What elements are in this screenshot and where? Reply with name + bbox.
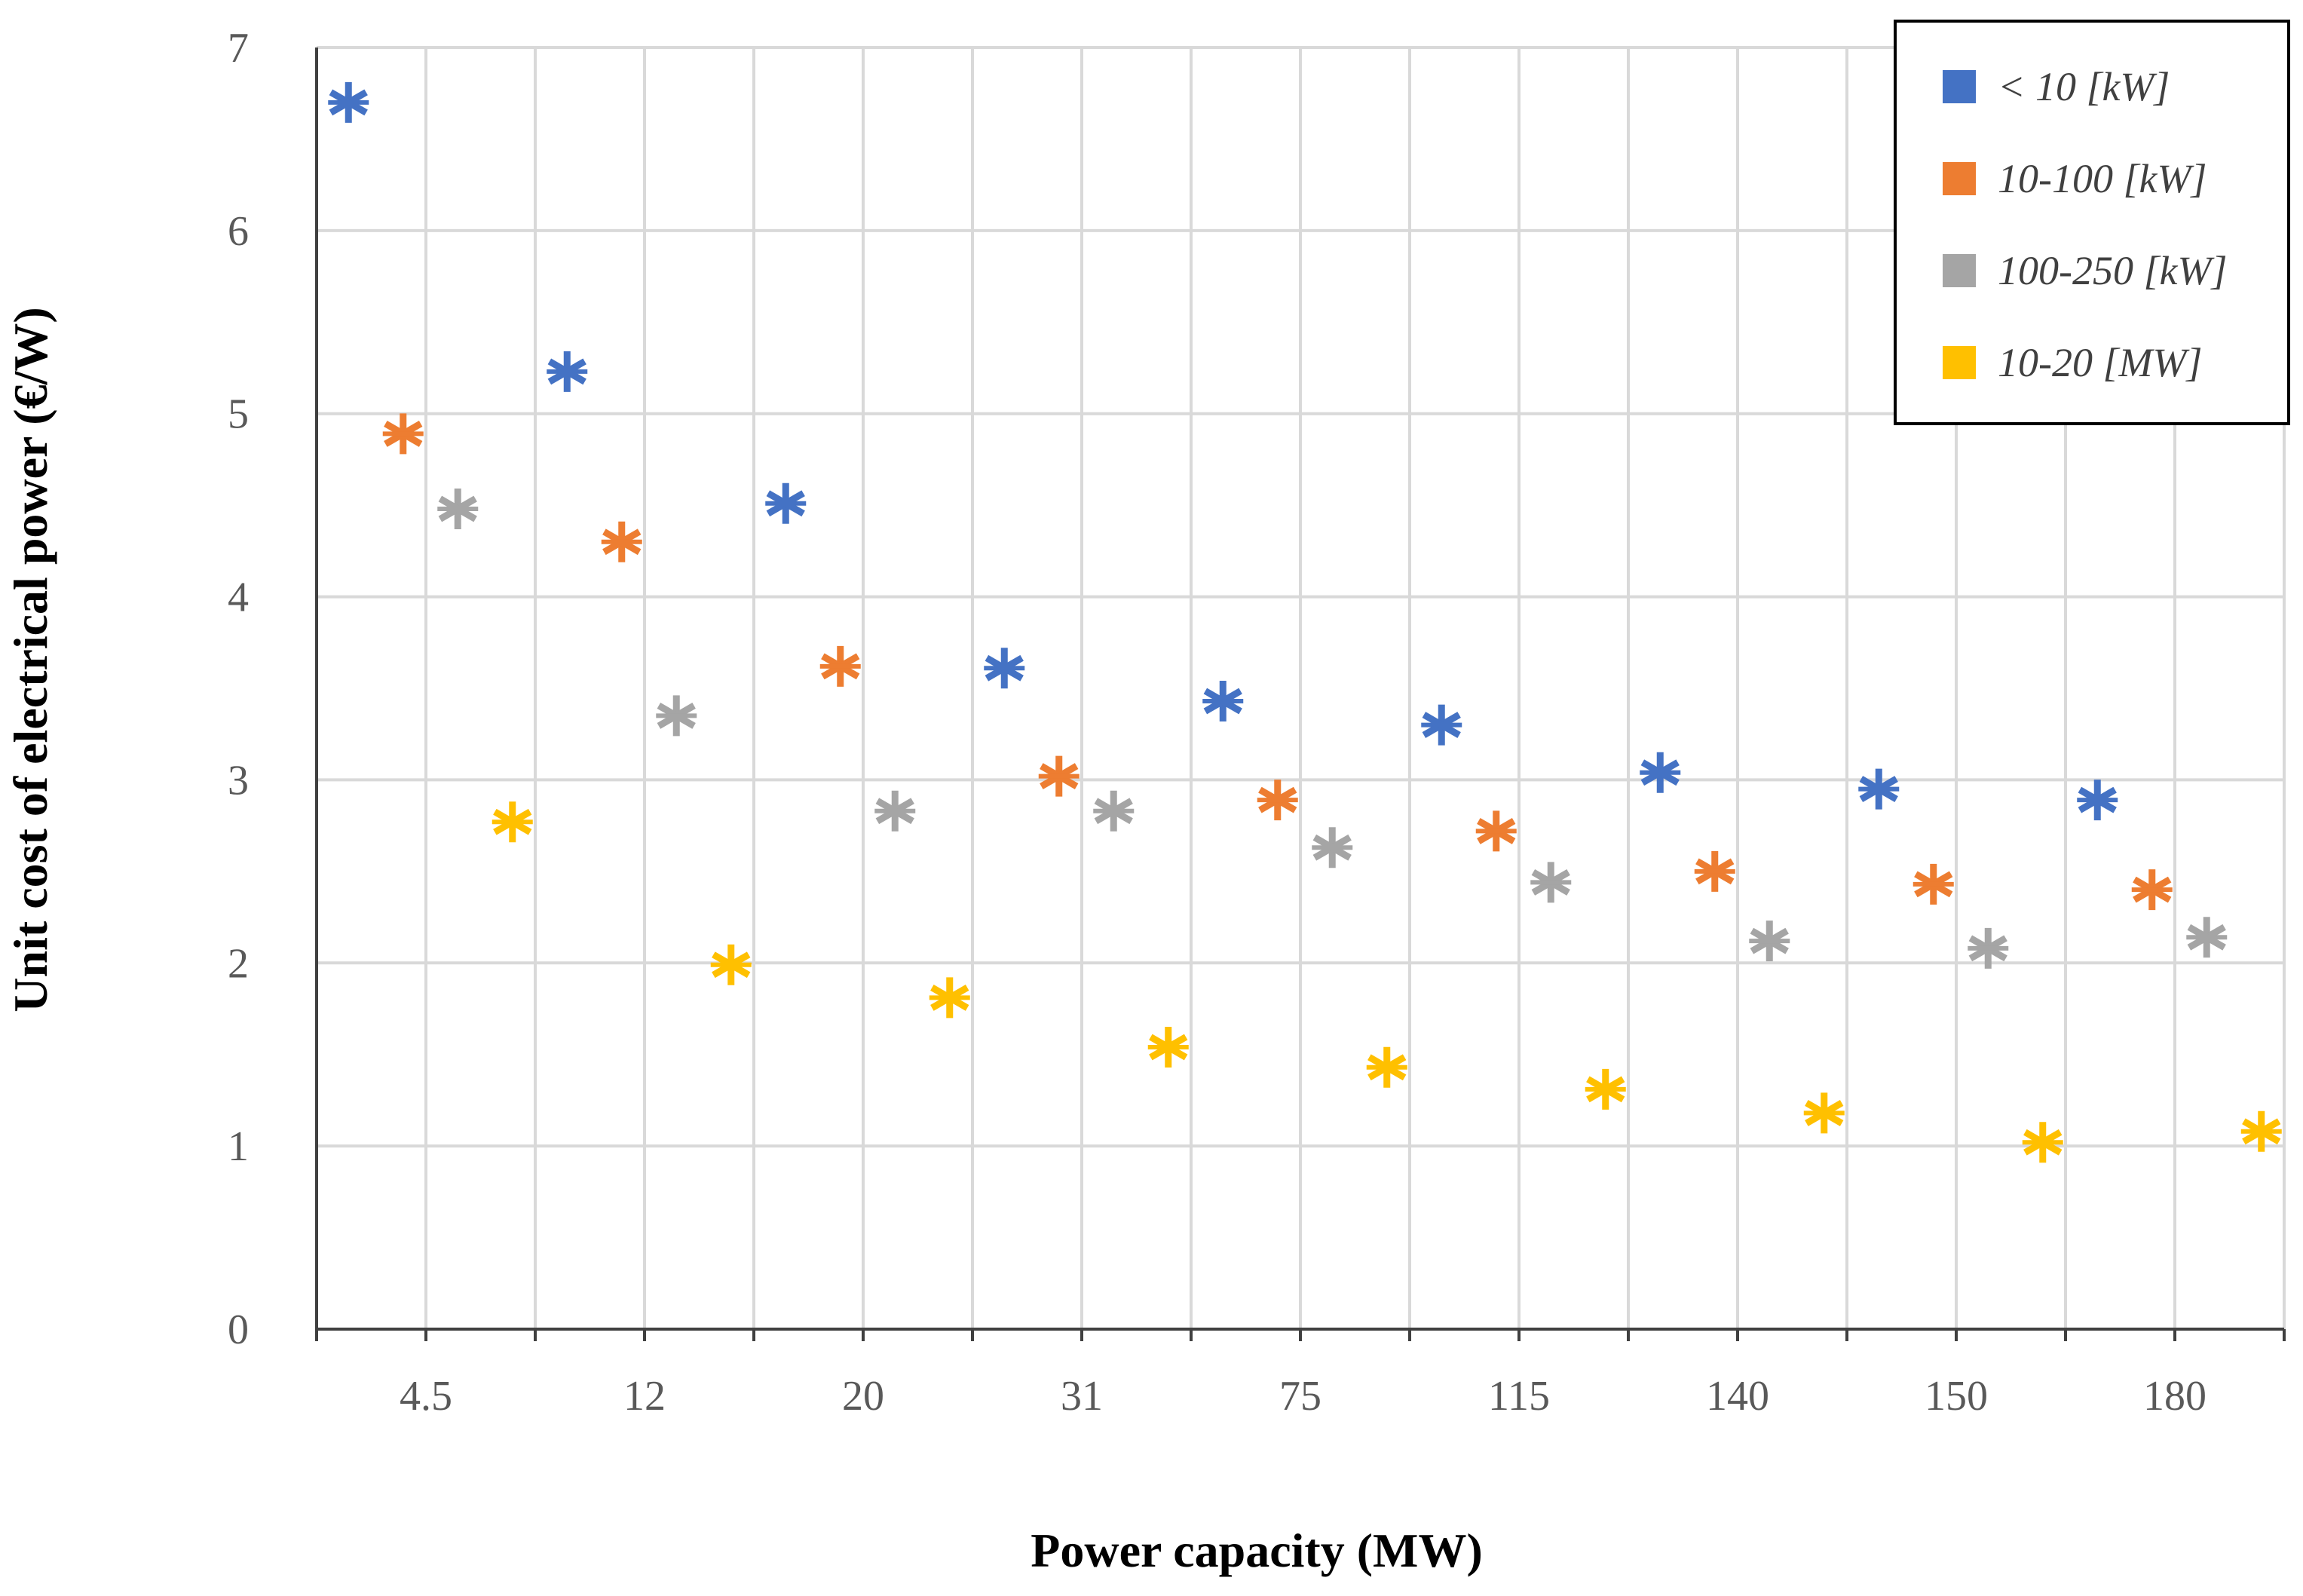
x-tick-label: 115 bbox=[1488, 1373, 1550, 1420]
x-tick-label: 20 bbox=[842, 1373, 884, 1420]
y-axis-title: Unit cost of electrical power (€/W) bbox=[4, 307, 57, 1012]
data-point bbox=[1585, 1068, 1626, 1110]
legend-swatch bbox=[1943, 70, 1976, 103]
axes bbox=[315, 47, 2286, 1341]
data-point bbox=[1968, 927, 2009, 969]
data-point bbox=[1530, 862, 1572, 903]
data-point bbox=[437, 489, 479, 529]
legend-label: 10-20 [MW] bbox=[1998, 340, 2202, 385]
data-point bbox=[547, 351, 588, 392]
data-point bbox=[2022, 1122, 2063, 1163]
y-tick-label: 5 bbox=[228, 391, 249, 438]
legend-swatch bbox=[1943, 346, 1976, 379]
data-point bbox=[1312, 827, 1353, 868]
data-point bbox=[2131, 869, 2173, 911]
data-point bbox=[1749, 921, 1790, 962]
y-tick-label: 0 bbox=[228, 1307, 249, 1353]
legend: < 10 [kW] 10-100 [kW] 100-250 [kW] 10-20 [M… bbox=[1894, 20, 2290, 425]
data-point bbox=[929, 977, 970, 1019]
x-tick-label: 140 bbox=[1706, 1373, 1769, 1420]
data-point bbox=[1913, 863, 1954, 905]
data-point bbox=[984, 648, 1025, 689]
data-markers bbox=[328, 81, 2282, 1163]
x-tick-labels: 4.5 12 20 31 75 115 140 150 180 bbox=[400, 1373, 2207, 1420]
x-tick-label: 31 bbox=[1061, 1373, 1103, 1420]
data-point bbox=[1694, 850, 1735, 892]
x-tick-label: 4.5 bbox=[400, 1373, 452, 1420]
data-point bbox=[1421, 704, 1462, 746]
x-tick-label: 12 bbox=[623, 1373, 666, 1420]
data-point bbox=[2240, 1110, 2282, 1152]
data-point bbox=[1858, 768, 1900, 810]
x-tick-label: 75 bbox=[1279, 1373, 1321, 1420]
x-tick-label: 150 bbox=[1925, 1373, 1988, 1420]
y-tick-label: 3 bbox=[228, 757, 249, 804]
data-point bbox=[710, 944, 752, 985]
data-point bbox=[1093, 790, 1135, 832]
data-point bbox=[1257, 780, 1298, 821]
data-point bbox=[2077, 780, 2118, 821]
data-point bbox=[601, 521, 642, 562]
gridlines bbox=[315, 46, 2286, 1329]
data-point bbox=[1475, 810, 1517, 852]
data-point bbox=[2186, 917, 2228, 958]
data-point bbox=[874, 790, 916, 832]
data-point bbox=[1038, 755, 1080, 797]
data-point bbox=[1202, 681, 1244, 721]
y-tick-label: 7 bbox=[228, 25, 249, 72]
data-point bbox=[1803, 1092, 1845, 1134]
x-tick-label: 180 bbox=[2143, 1373, 2207, 1420]
y-tick-labels: 0 1 2 3 4 5 6 7 bbox=[228, 25, 249, 1353]
legend-label: 100-250 [kW] bbox=[1998, 248, 2227, 293]
data-point bbox=[328, 81, 369, 123]
x-axis-title: Power capacity (MW) bbox=[1031, 1524, 1483, 1577]
data-point bbox=[1640, 752, 1681, 793]
data-point bbox=[656, 695, 697, 737]
legend-swatch bbox=[1943, 254, 1976, 287]
y-tick-label: 2 bbox=[228, 940, 249, 987]
y-tick-label: 4 bbox=[228, 574, 249, 621]
y-tick-label: 6 bbox=[228, 208, 249, 255]
data-point bbox=[819, 645, 861, 687]
legend-label: < 10 [kW] bbox=[1998, 64, 2170, 109]
data-point bbox=[382, 413, 424, 455]
data-point bbox=[1147, 1027, 1189, 1068]
data-point bbox=[492, 801, 533, 843]
y-tick-label: 1 bbox=[228, 1123, 249, 1170]
legend-swatch bbox=[1943, 162, 1976, 195]
legend-label: 10-100 [kW] bbox=[1998, 156, 2207, 201]
data-point bbox=[765, 482, 807, 524]
data-point bbox=[1366, 1046, 1407, 1088]
